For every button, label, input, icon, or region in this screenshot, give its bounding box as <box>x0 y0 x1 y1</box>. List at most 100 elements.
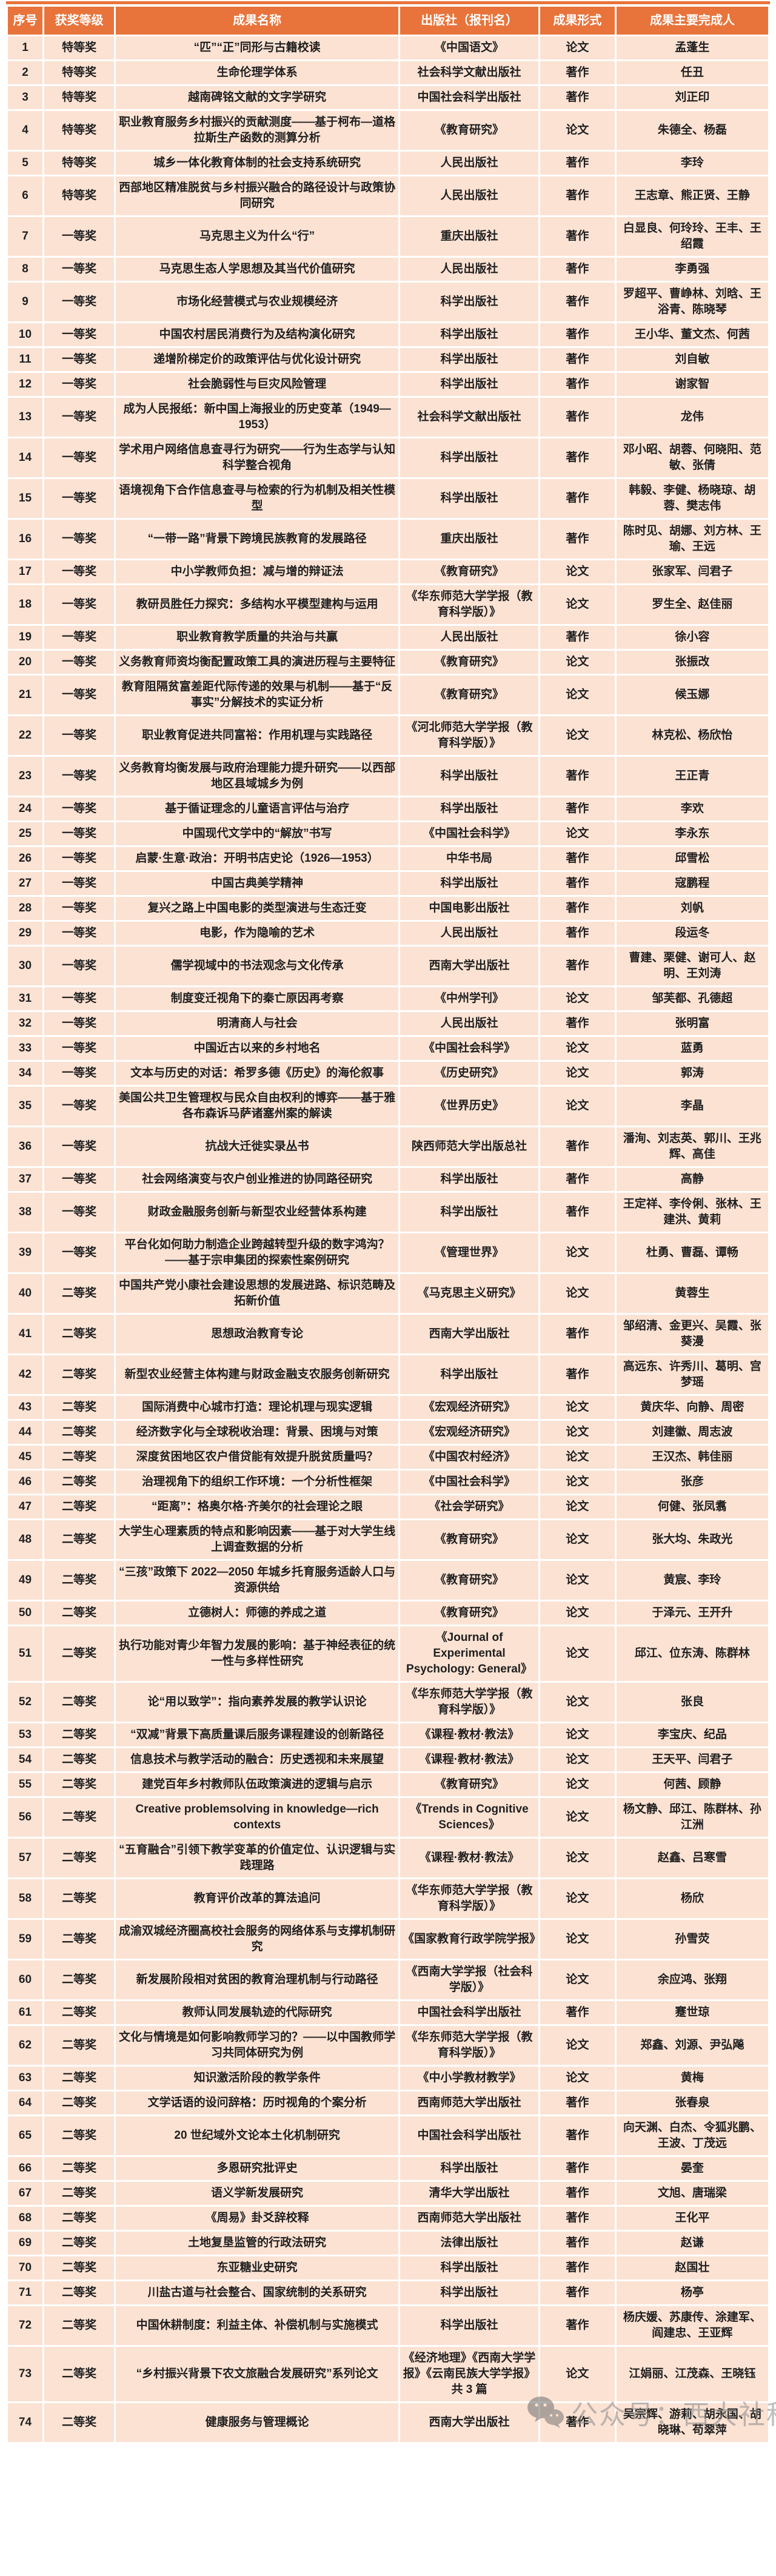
cell-title: 中国古典美学精神 <box>116 872 399 895</box>
cell-authors: 龙伟 <box>616 398 768 437</box>
cell-form: 著作 <box>540 1012 615 1035</box>
table-row: 58 二等奖 教育评价改革的算法追问 《华东师范大学学报（教育科学版）》 论文 杨欣 <box>8 1879 768 1918</box>
cell-form: 论文 <box>540 1495 615 1518</box>
cell-award-level: 一等奖 <box>44 1168 115 1191</box>
table-row: 40 二等奖 中国共产党小康社会建设思想的发展进路、标识范畴及拓新价值 《马克思主义研… <box>8 1274 768 1313</box>
cell-form: 著作 <box>540 2116 615 2155</box>
cell-award-level: 二等奖 <box>44 2256 115 2279</box>
cell-title: 义务教育均衡发展与政府治理能力提升研究——以西部地区县域城乡为例 <box>116 757 399 796</box>
cell-publisher: 西南师范大学出版社 <box>400 2091 539 2115</box>
table-row: 12 一等奖 社会脆弱性与巨灾风险管理 科学出版社 著作 谢家智 <box>8 373 768 396</box>
table-row: 66 二等奖 多恩研究批评史 科学出版社 著作 晏奎 <box>8 2157 768 2180</box>
cell-publisher: 人民出版社 <box>400 152 539 175</box>
table-row: 61 二等奖 教师认同发展轨迹的代际研究 中国社会科学出版社 著作 蹇世琼 <box>8 2001 768 2024</box>
cell-award-level: 一等奖 <box>44 1127 115 1166</box>
cell-publisher: 中国电影出版社 <box>400 897 539 920</box>
cell-title: 治理视角下的组织工作环境：一个分析性框架 <box>116 1471 399 1494</box>
table-row: 56 二等奖 Creative problemsolving in knowledg… <box>8 1798 768 1837</box>
column-header-award-level: 获奖等级 <box>44 7 115 35</box>
cell-authors: 白显良、何玲玲、王丰、王绍霞 <box>616 217 768 256</box>
cell-title: 新型农业经营主体构建与财政金融支农服务创新研究 <box>116 1355 399 1394</box>
cell-publisher: 科学出版社 <box>400 2281 539 2304</box>
cell-serial: 45 <box>8 1446 42 1469</box>
cell-form: 论文 <box>540 1446 615 1469</box>
cell-serial: 6 <box>8 176 42 215</box>
cell-publisher: 《华东师范大学学报（教育科学版）》 <box>400 2026 539 2065</box>
cell-authors: 徐小容 <box>616 626 768 649</box>
table-row: 74 二等奖 健康服务与管理概论 西南大学出版社 著作 吴宗辉、游莉、胡永国、胡晓琳、苟翠… <box>8 2403 768 2442</box>
cell-publisher: 《国家教育行政学院学报》 <box>400 1920 541 1959</box>
table-row: 11 一等奖 递增阶梯定价的政策评估与优化设计研究 科学出版社 著作 刘自敏 <box>8 348 768 371</box>
cell-title: 语境视角下合作信息查寻与检索的行为机制及相关性模型 <box>116 479 399 518</box>
cell-form: 论文 <box>540 716 615 755</box>
cell-authors: 邱江、位东涛、陈群林 <box>616 1626 768 1681</box>
cell-title: 市场化经营模式与农业规模经济 <box>116 283 399 321</box>
cell-authors: 李永东 <box>616 822 768 845</box>
cell-publisher: 人民出版社 <box>400 176 539 215</box>
table-row: 39 一等奖 平台化如何助力制造企业跨越转型升级的数字鸿沟？——基于宗申集团的探索性… <box>8 1233 768 1272</box>
cell-form: 论文 <box>540 1561 615 1600</box>
cell-authors: 张春泉 <box>616 2091 768 2115</box>
cell-form: 著作 <box>540 1355 615 1394</box>
cell-authors: 孙雪荧 <box>616 1920 768 1959</box>
table-row: 45 二等奖 深度贫困地区农户借贷能有效提升脱贫质量吗？ 《中国农村经济》 论文 王汉杰、… <box>8 1446 768 1469</box>
cell-form: 著作 <box>540 2281 615 2304</box>
table-row: 6 特等奖 西部地区精准脱贫与乡村振兴融合的路径设计与政策协同研究 人民出版社 著作 王志… <box>8 176 768 215</box>
cell-title: 递增阶梯定价的政策评估与优化设计研究 <box>116 348 399 371</box>
cell-form: 著作 <box>540 152 615 175</box>
table-row: 52 二等奖 论“用以致学”：指向素养发展的教学认识论 《华东师范大学学报（教育科学版… <box>8 1683 768 1722</box>
cell-authors: 邹绍清、金更兴、吴霞、张葵漫 <box>616 1315 768 1353</box>
cell-serial: 49 <box>8 1561 42 1600</box>
cell-serial: 60 <box>8 1961 42 1999</box>
cell-serial: 41 <box>8 1315 42 1353</box>
table-row: 7 一等奖 马克思主义为什么“行” 重庆出版社 著作 白显良、何玲玲、王丰、王绍霞 <box>8 217 768 256</box>
table-row: 3 特等奖 越南碑铭文献的文字学研究 中国社会科学出版社 著作 刘正印 <box>8 86 768 109</box>
cell-publisher: 西南大学出版社 <box>400 2403 539 2442</box>
cell-form: 论文 <box>540 1396 615 1419</box>
table-row: 36 一等奖 抗战大迁徙实录丛书 陕西师范大学出版总社 著作 潘洵、刘志英、郭川、王兆辉、… <box>8 1127 768 1166</box>
cell-authors: 韩毅、李健、杨晓琼、胡蓉、樊志伟 <box>616 479 768 518</box>
table-row: 13 一等奖 成为人民报纸：新中国上海报业的历史变革（1949—1953） 社会科学文… <box>8 398 768 437</box>
cell-serial: 59 <box>8 1920 42 1959</box>
cell-form: 论文 <box>540 1961 615 1999</box>
cell-authors: 杨欣 <box>616 1879 768 1918</box>
cell-serial: 25 <box>8 822 42 845</box>
cell-title: 新发展阶段相对贫困的教育治理机制与行动路径 <box>116 1961 399 1999</box>
cell-serial: 1 <box>8 36 42 59</box>
cell-form: 论文 <box>540 1233 615 1272</box>
cell-form: 论文 <box>540 2026 615 2065</box>
cell-publisher: 人民出版社 <box>400 922 539 945</box>
cell-award-level: 特等奖 <box>44 86 115 109</box>
cell-authors: 段运冬 <box>616 922 768 945</box>
cell-title: 深度贫困地区农户借贷能有效提升脱贫质量吗？ <box>116 1446 399 1469</box>
cell-authors: 郭涛 <box>616 1062 768 1085</box>
cell-serial: 29 <box>8 922 42 945</box>
cell-form: 著作 <box>540 1315 615 1353</box>
cell-form: 论文 <box>540 651 615 674</box>
cell-serial: 67 <box>8 2182 42 2205</box>
cell-serial: 12 <box>8 373 42 396</box>
table-row: 53 二等奖 “双减”背景下高质量课后服务课程建设的创新路径 《课程·教材·教法》 论文… <box>8 1723 768 1746</box>
cell-publisher: 《华东师范大学学报（教育科学版）》 <box>400 585 539 624</box>
cell-form: 著作 <box>540 520 615 558</box>
cell-award-level: 一等奖 <box>44 398 115 437</box>
cell-title: “三孩”政策下 2022—2050 年城乡托育服务适龄人口与资源供给 <box>116 1561 399 1600</box>
cell-form: 著作 <box>540 847 615 870</box>
cell-title: 思想政治教育专论 <box>116 1315 399 1353</box>
cell-serial: 18 <box>8 585 42 624</box>
table-row: 22 一等奖 职业教育促进共同富裕：作用机理与实践路径 《河北师范大学学报（教育科学版… <box>8 716 768 755</box>
cell-title: 职业教育促进共同富裕：作用机理与实践路径 <box>116 716 399 755</box>
cell-form: 论文 <box>540 822 615 845</box>
cell-publisher: 《华东师范大学学报（教育科学版）》 <box>400 1683 539 1722</box>
cell-award-level: 一等奖 <box>44 1062 115 1085</box>
cell-serial: 64 <box>8 2091 42 2115</box>
table-row: 15 一等奖 语境视角下合作信息查寻与检索的行为机制及相关性模型 科学出版社 著作 韩毅、… <box>8 479 768 518</box>
cell-award-level: 一等奖 <box>44 947 115 985</box>
cell-authors: 刘建徽、周志波 <box>616 1421 768 1444</box>
cell-award-level: 一等奖 <box>44 651 115 674</box>
table-row: 1 特等奖 “匹”“正”同形与古籍校读 《中国语文》 论文 孟蓬生 <box>8 36 768 59</box>
awards-page: 序号 获奖等级 成果名称 出版社（报刊名） 成果形式 成果主要完成人 1 特等奖 “… <box>6 1 776 2442</box>
cell-title: 中国共产党小康社会建设思想的发展进路、标识范畴及拓新价值 <box>116 1274 399 1313</box>
cell-authors: 赵国壮 <box>616 2256 768 2279</box>
cell-title: 健康服务与管理概论 <box>116 2403 399 2442</box>
